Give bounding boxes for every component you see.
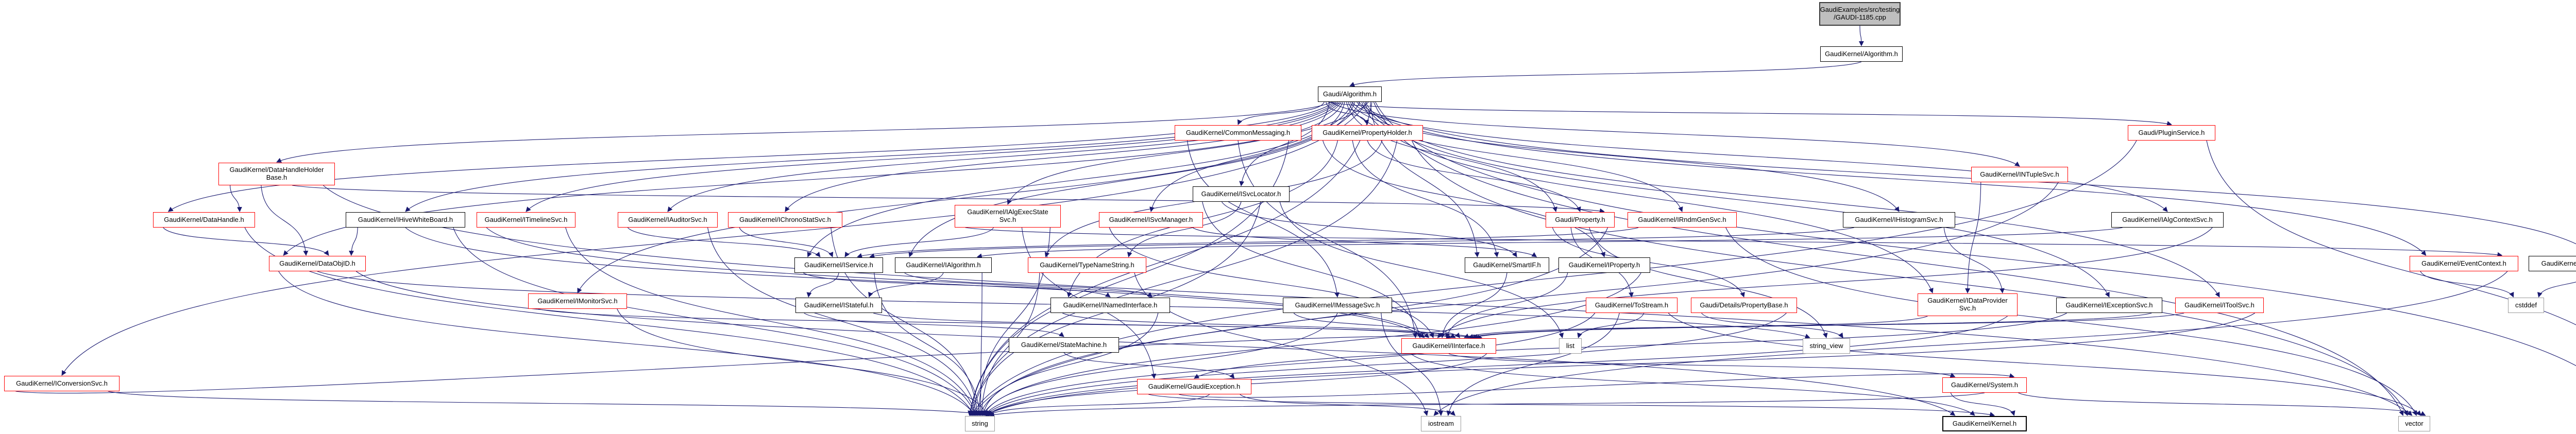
- graph-node-listn[interactable]: list: [1559, 338, 1582, 354]
- graph-node-pluginservice[interactable]: Gaudi/PluginService.h: [2128, 125, 2215, 141]
- graph-node-inamedinterface[interactable]: GaudiKernel/INamedInterface.h: [1050, 298, 1170, 313]
- graph-node-datahandle[interactable]: GaudiKernel/DataHandle.h: [153, 212, 255, 228]
- graph-node-eventcontext[interactable]: GaudiKernel/EventContext.h: [2410, 256, 2518, 271]
- graph-node-gaudiexception[interactable]: GaudiKernel/GaudiException.h: [1137, 379, 1251, 394]
- graph-node-dataobjid[interactable]: GaudiKernel/DataObjID.h: [269, 256, 366, 271]
- graph-node-kernelh[interactable]: GaudiKernel/Kernel.h: [1942, 416, 2027, 431]
- graph-node-iproperty[interactable]: GaudiKernel/IProperty.h: [1558, 257, 1650, 273]
- graph-node-iostream[interactable]: iostream: [1421, 416, 1461, 431]
- graph-node-ichronostat[interactable]: GaudiKernel/IChronoStatSvc.h: [728, 212, 842, 228]
- graph-node-iconversion[interactable]: GaudiKernel/IConversionSvc.h: [4, 376, 120, 391]
- graph-node-threadlocal[interactable]: GaudiKernel/ThreadLocalContext.h: [2529, 256, 2576, 271]
- graph-node-commonmsg[interactable]: GaudiKernel/CommonMessaging.h: [1175, 125, 1301, 141]
- graph-node-itimeline[interactable]: GaudiKernel/ITimelineSvc.h: [477, 212, 575, 228]
- graph-node-systemh[interactable]: GaudiKernel/System.h: [1942, 377, 2027, 393]
- graph-node-dhhbase[interactable]: GaudiKernel/DataHandleHolder Base.h: [218, 163, 335, 185]
- graph-node-imessagesvc[interactable]: GaudiKernel/IMessageSvc.h: [1283, 298, 1392, 313]
- graph-node-gproperty[interactable]: Gaudi/Property.h: [1546, 212, 1615, 228]
- graph-node-imonitorsvc[interactable]: GaudiKernel/IMonitorSvc.h: [528, 293, 627, 309]
- graph-node-istateful[interactable]: GaudiKernel/IStateful.h: [795, 298, 882, 313]
- graph-node-galgorithm[interactable]: Gaudi/Algorithm.h: [1318, 86, 1382, 102]
- graph-node-tostream[interactable]: GaudiKernel/ToStream.h: [1586, 298, 1677, 313]
- graph-node-isvclocator[interactable]: GaudiKernel/ISvcLocator.h: [1193, 186, 1290, 202]
- graph-node-vectorn[interactable]: vector: [2398, 416, 2430, 431]
- graph-node-typenamestring[interactable]: GaudiKernel/TypeNameString.h: [1028, 257, 1146, 273]
- graph-node-intuplesvc[interactable]: GaudiKernel/INTupleSvc.h: [1971, 167, 2068, 182]
- graph-node-root[interactable]: GaudiExamples/src/testing /GAUDI-1185.cp…: [1819, 2, 1901, 26]
- graph-node-smartif[interactable]: GaudiKernel/SmartIF.h: [1465, 257, 1549, 273]
- graph-node-irndmgensvc[interactable]: GaudiKernel/IRndmGenSvc.h: [1628, 212, 1737, 228]
- graph-node-cstddef[interactable]: cstddef: [2508, 298, 2544, 313]
- graph-node-ihistogramsvc[interactable]: GaudiKernel/IHistogramSvc.h: [1843, 212, 1955, 228]
- graph-node-iauditorsvc[interactable]: GaudiKernel/IAuditorSvc.h: [618, 212, 718, 228]
- graph-node-ialgexecstate[interactable]: GaudiKernel/IAlgExecState Svc.h: [955, 205, 1061, 228]
- graph-node-propertybase[interactable]: Gaudi/Details/PropertyBase.h: [1691, 298, 1797, 313]
- graph-node-idataprovider[interactable]: GaudiKernel/IDataProvider Svc.h: [1918, 293, 2018, 316]
- graph-node-ialgcontextsvc[interactable]: GaudiKernel/IAlgContextSvc.h: [2111, 212, 2224, 228]
- graph-node-kalgorithm[interactable]: GaudiKernel/Algorithm.h: [1820, 46, 1903, 62]
- graph-node-iinterface[interactable]: GaudiKernel/IInterface.h: [1401, 338, 1496, 354]
- graph-node-isvcmanager[interactable]: GaudiKernel/ISvcManager.h: [1099, 212, 1203, 228]
- graph-node-iservice[interactable]: GaudiKernel/IService.h: [794, 257, 883, 273]
- graph-node-stringn[interactable]: string: [965, 416, 995, 431]
- graph-node-iexceptionsvc[interactable]: GaudiKernel/IExceptionSvc.h: [2056, 298, 2162, 313]
- graph-node-propholder[interactable]: GaudiKernel/PropertyHolder.h: [1312, 125, 1423, 141]
- graph-node-itoolsvc[interactable]: GaudiKernel/IToolSvc.h: [2175, 298, 2264, 313]
- graph-node-ialgorithmI[interactable]: GaudiKernel/IAlgorithm.h: [895, 257, 992, 273]
- graph-node-statemachine[interactable]: GaudiKernel/StateMachine.h: [1009, 337, 1119, 353]
- graph-node-stringview[interactable]: string_view: [1803, 338, 1850, 354]
- graph-node-ihivewb[interactable]: GaudiKernel/IHiveWhiteBoard.h: [346, 212, 465, 228]
